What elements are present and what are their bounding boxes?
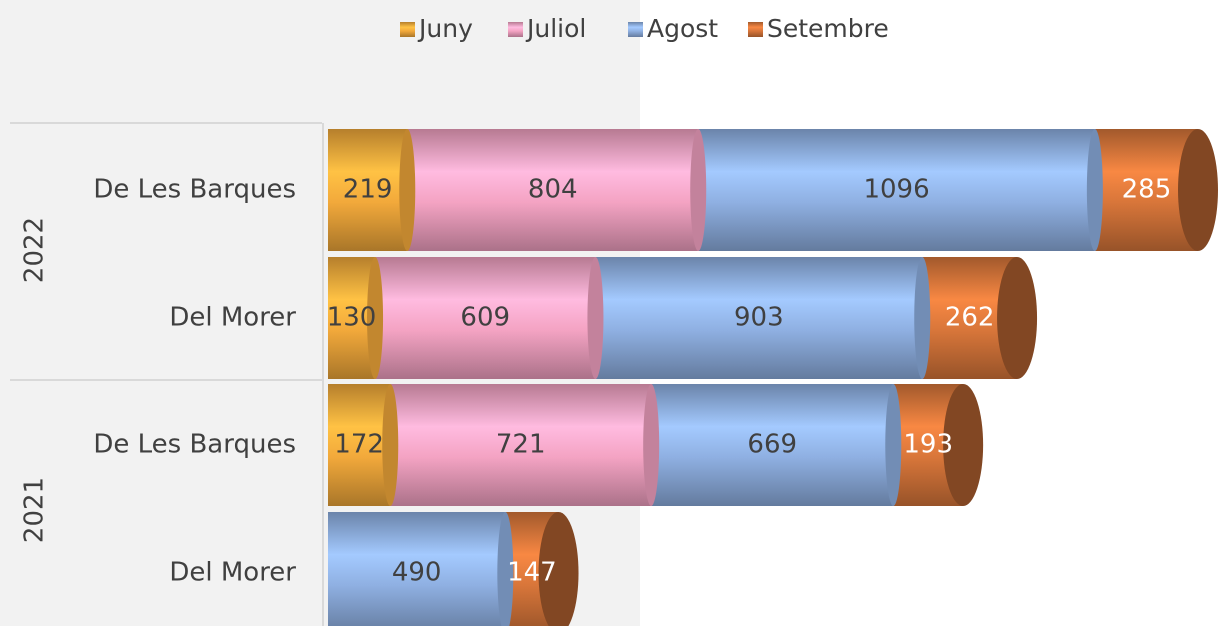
data-label: 147: [507, 558, 557, 588]
legend-swatch: [748, 22, 763, 37]
data-label: 669: [747, 430, 797, 460]
bar-segment: [595, 257, 923, 379]
bar-segment: [390, 384, 652, 506]
bar-segment: [407, 129, 699, 251]
legend-swatch: [400, 22, 415, 37]
bar-segment: [328, 129, 408, 251]
data-label: 130: [327, 303, 377, 333]
bar-segment: [375, 257, 596, 379]
bar-cap: [943, 384, 984, 506]
segment-edge: [367, 257, 384, 379]
data-label: 172: [334, 430, 384, 460]
segment-edge: [1086, 129, 1103, 251]
data-label: 1096: [863, 175, 929, 205]
data-label: 285: [1122, 175, 1172, 205]
category-label: De Les Barques: [93, 430, 296, 460]
category-label: Del Morer: [169, 558, 296, 588]
bar-segment: [328, 512, 506, 626]
data-label: 219: [343, 175, 393, 205]
segment-edge: [885, 384, 902, 506]
group-label: 2022: [20, 217, 50, 283]
category-label: De Les Barques: [93, 175, 296, 205]
legend-label: Setembre: [767, 14, 889, 43]
legend-label: Juny: [417, 14, 473, 43]
segment-edge: [690, 129, 707, 251]
segment-edge: [382, 384, 399, 506]
legend-label: Agost: [647, 14, 718, 43]
data-label: 609: [460, 303, 510, 333]
data-label: 804: [528, 175, 578, 205]
legend-swatch: [628, 22, 643, 37]
segment-edge: [587, 257, 604, 379]
legend-swatch: [508, 22, 523, 37]
bar-segment: [651, 384, 894, 506]
bar-cap: [997, 257, 1038, 379]
segment-edge: [643, 384, 660, 506]
group-label: 2021: [20, 477, 50, 543]
segment-edge: [399, 129, 416, 251]
data-label: 262: [945, 303, 995, 333]
data-label: 903: [734, 303, 784, 333]
segment-edge: [914, 257, 931, 379]
data-label: 193: [903, 430, 953, 460]
bar-cap: [1178, 129, 1218, 251]
data-label: 490: [392, 558, 442, 588]
bar-segment: [698, 129, 1095, 251]
data-label: 721: [496, 430, 546, 460]
bar-cap: [538, 512, 579, 626]
category-label: Del Morer: [169, 303, 296, 333]
bar-segment: [328, 384, 391, 506]
segment-edge: [497, 512, 514, 626]
legend-label: Juliol: [525, 14, 586, 43]
